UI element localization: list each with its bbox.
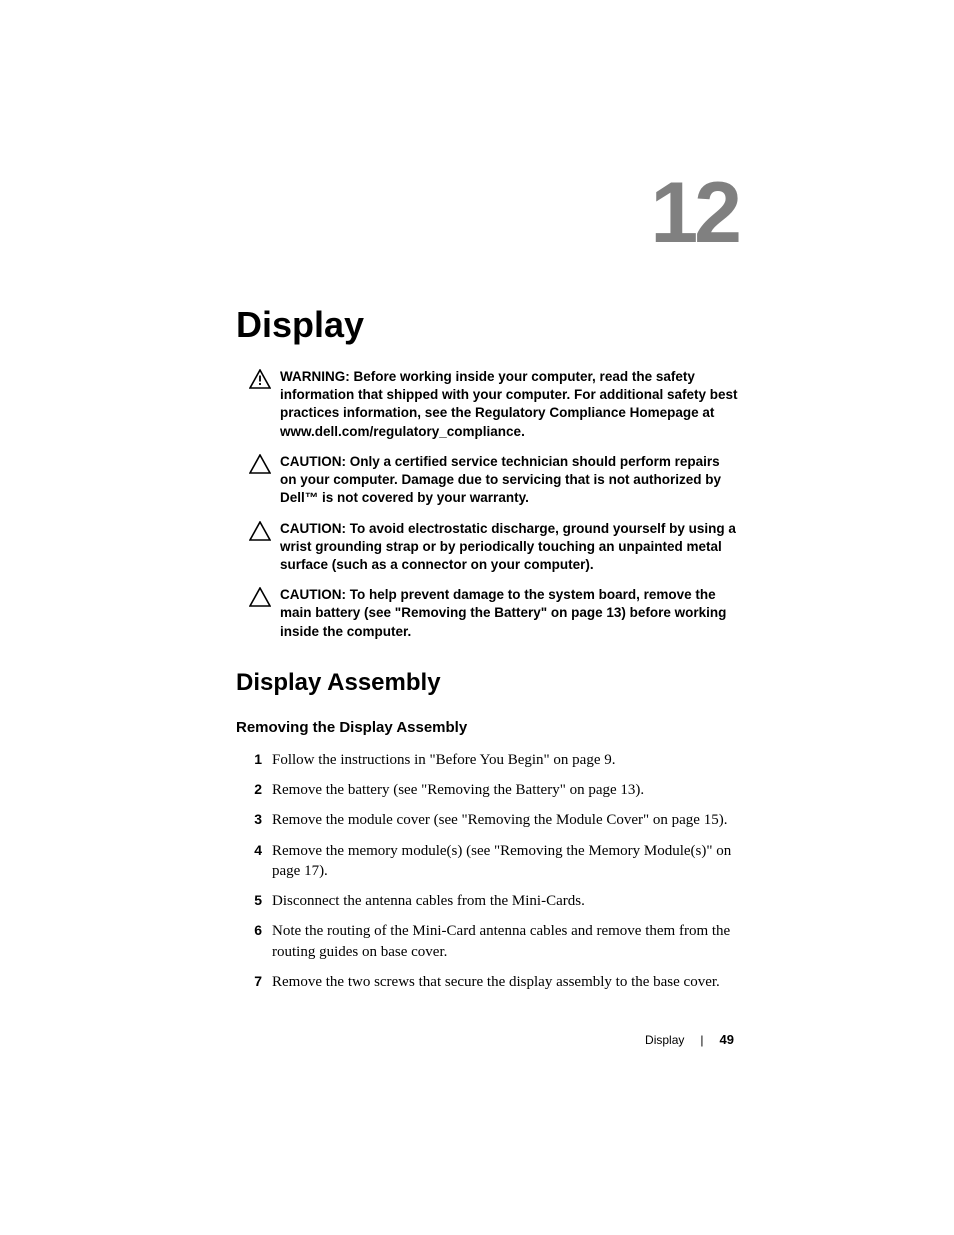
notice-body: WARNING: Before working inside your comp…: [272, 368, 738, 441]
step: 4 Remove the memory module(s) (see "Remo…: [248, 841, 738, 882]
step-text: Remove the two screws that secure the di…: [272, 972, 738, 992]
notice-caution: CAUTION: To help prevent damage to the s…: [236, 586, 738, 641]
section-heading: Display Assembly: [236, 669, 738, 697]
notice-body: CAUTION: To avoid electrostatic discharg…: [272, 520, 738, 575]
caution-icon: [248, 586, 272, 607]
step-text: Follow the instructions in "Before You B…: [272, 750, 738, 770]
step: 1 Follow the instructions in "Before You…: [248, 750, 738, 770]
step-number: 6: [248, 921, 272, 940]
notice-caution: CAUTION: To avoid electrostatic discharg…: [236, 520, 738, 575]
notice-body: CAUTION: Only a certified service techni…: [272, 453, 738, 508]
footer-separator: |: [700, 1033, 703, 1047]
notice-label: CAUTION:: [280, 587, 346, 602]
notice-warning: WARNING: Before working inside your comp…: [236, 368, 738, 441]
step-text: Note the routing of the Mini-Card antenn…: [272, 921, 738, 962]
step-number: 4: [248, 841, 272, 860]
step: 7 Remove the two screws that secure the …: [248, 972, 738, 992]
step-text: Remove the memory module(s) (see "Removi…: [272, 841, 738, 882]
step: 5 Disconnect the antenna cables from the…: [248, 891, 738, 911]
step-text: Remove the battery (see "Removing the Ba…: [272, 780, 738, 800]
footer-section-name: Display: [645, 1033, 684, 1047]
step-number: 7: [248, 972, 272, 991]
notice-text: To help prevent damage to the system boa…: [280, 587, 726, 638]
notice-label: WARNING:: [280, 369, 350, 384]
notice-body: CAUTION: To help prevent damage to the s…: [272, 586, 738, 641]
caution-icon: [248, 453, 272, 474]
page-footer: Display | 49: [645, 1032, 734, 1047]
footer-page-number: 49: [720, 1032, 734, 1047]
notice-label: CAUTION:: [280, 521, 346, 536]
notice-text: Only a certified service technician shou…: [280, 454, 721, 505]
notice-caution: CAUTION: Only a certified service techni…: [236, 453, 738, 508]
step-number: 3: [248, 810, 272, 829]
document-page: 12 Display WARNING: Before working insid…: [0, 0, 954, 1235]
warning-icon: [248, 368, 272, 389]
step: 2 Remove the battery (see "Removing the …: [248, 780, 738, 800]
chapter-number: 12: [236, 170, 738, 256]
step-number: 5: [248, 891, 272, 910]
step-list: 1 Follow the instructions in "Before You…: [236, 750, 738, 992]
step-text: Disconnect the antenna cables from the M…: [272, 891, 738, 911]
caution-icon: [248, 520, 272, 541]
section-subheading: Removing the Display Assembly: [236, 719, 738, 736]
step: 6 Note the routing of the Mini-Card ante…: [248, 921, 738, 962]
step: 3 Remove the module cover (see "Removing…: [248, 810, 738, 830]
content-area: 12 Display WARNING: Before working insid…: [236, 170, 738, 1002]
step-number: 1: [248, 750, 272, 769]
chapter-title: Display: [236, 304, 738, 346]
notice-label: CAUTION:: [280, 454, 346, 469]
notice-text: To avoid electrostatic discharge, ground…: [280, 521, 736, 572]
step-number: 2: [248, 780, 272, 799]
step-text: Remove the module cover (see "Removing t…: [272, 810, 738, 830]
